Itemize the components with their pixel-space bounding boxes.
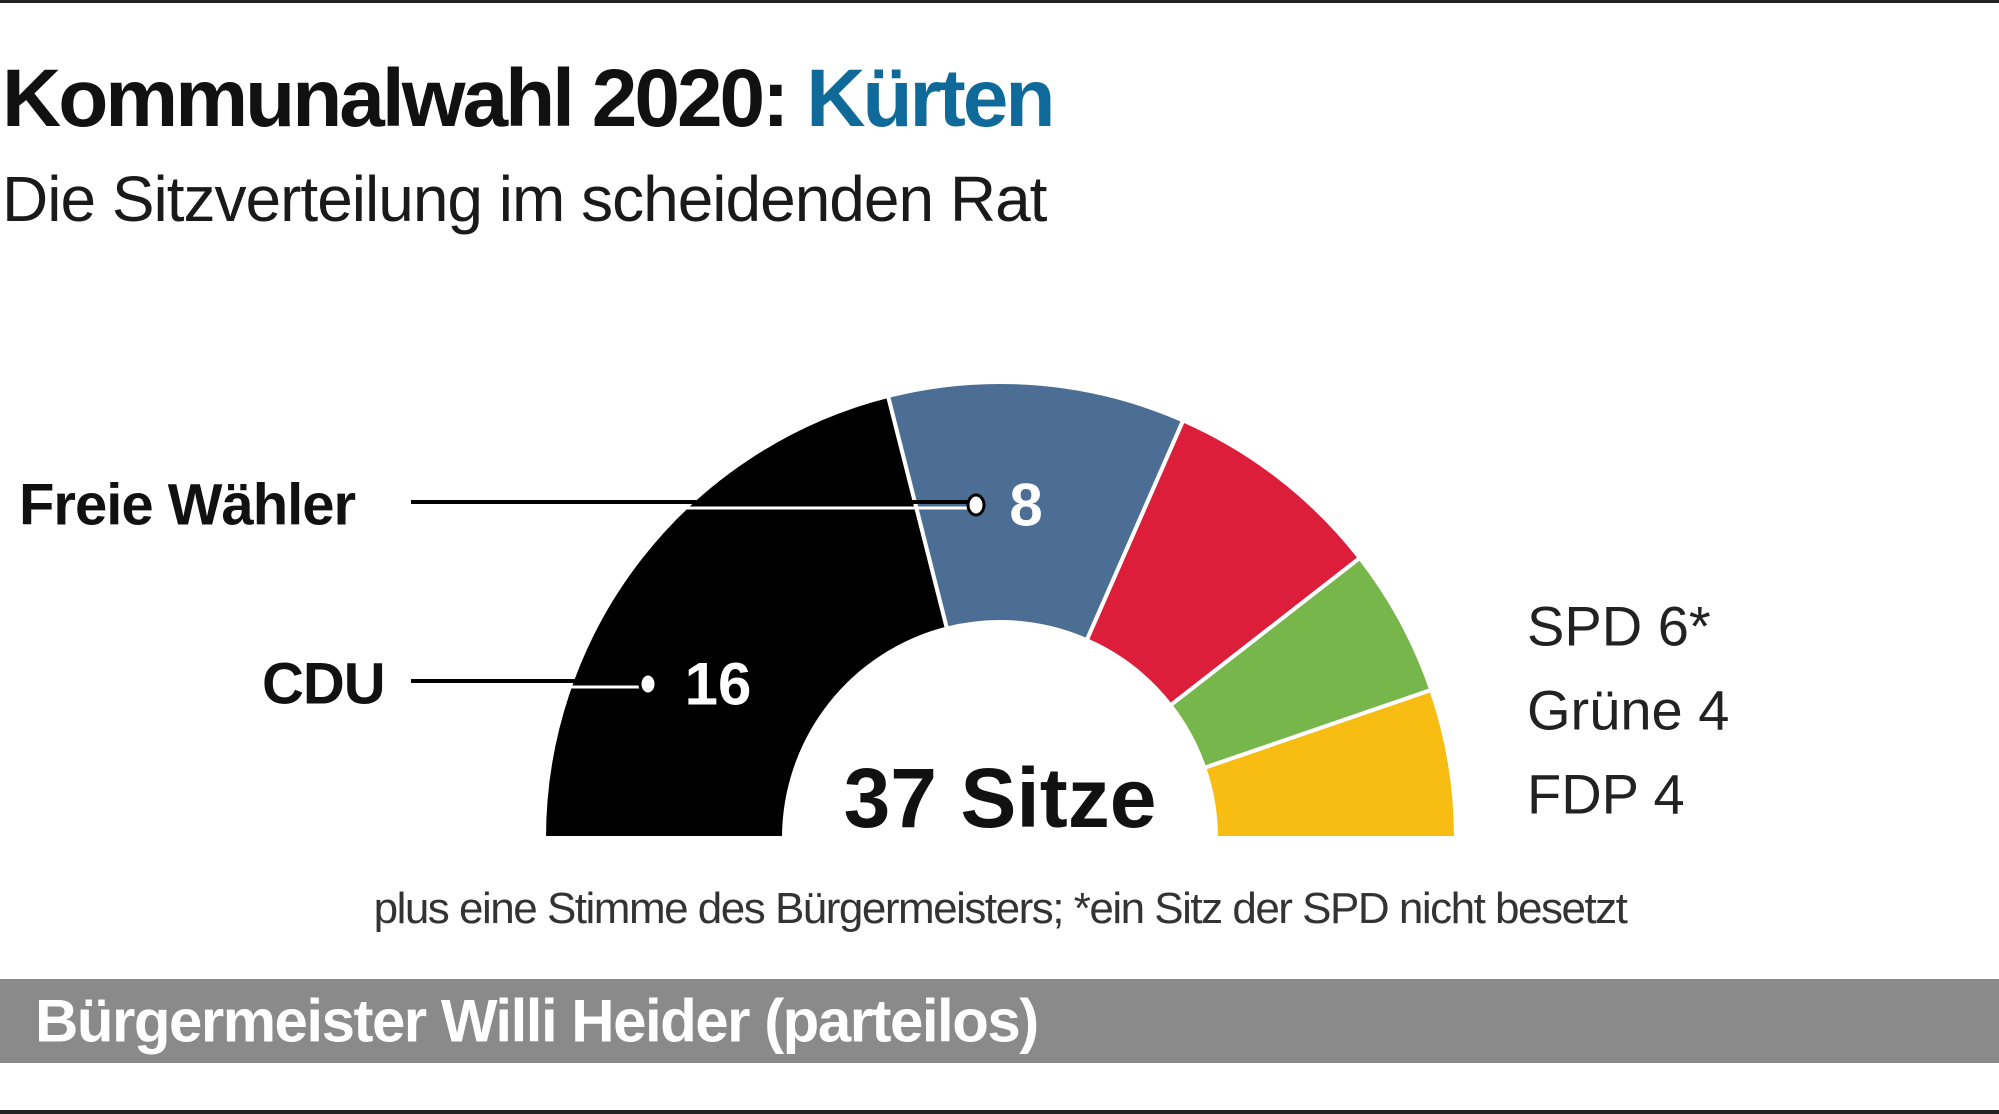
chart-title: Kommunalwahl 2020: Kürten	[2, 52, 1055, 146]
label-spd: SPD 6*	[1527, 594, 1711, 658]
segment-fdp	[1201, 687, 1459, 840]
label-freie-waehler: Freie Wähler	[19, 472, 356, 538]
label-cdu: CDU	[262, 651, 386, 717]
cdu-leader-dot	[638, 672, 658, 696]
value-label-freie-waehler: 8	[1009, 472, 1042, 539]
mayor-bar: Bürgermeister Willi Heider (parteilos)	[0, 979, 1999, 1063]
center-label: 37 Sitze	[844, 751, 1157, 845]
label-fdp: FDP 4	[1527, 762, 1685, 826]
title-accent: Kürten	[806, 53, 1055, 144]
bottom-border	[0, 1110, 1999, 1114]
chart-subtitle: Die Sitzverteilung im scheidenden Rat	[2, 163, 1047, 235]
value-label-cdu: 16	[685, 651, 752, 718]
top-border	[0, 0, 1999, 3]
segment-freie-w-hler	[885, 380, 1186, 643]
footnote: plus eine Stimme des Bürgermeisters; *ei…	[373, 884, 1628, 933]
segment-cdu	[541, 393, 950, 840]
mayor-text: Bürgermeister Willi Heider (parteilos)	[35, 987, 1039, 1055]
title-main: Kommunalwahl 2020:	[2, 53, 807, 144]
freie-waehler-leader-dot	[966, 493, 986, 517]
label-gruene: Grüne 4	[1527, 678, 1730, 742]
baseline-mask	[539, 838, 1461, 844]
